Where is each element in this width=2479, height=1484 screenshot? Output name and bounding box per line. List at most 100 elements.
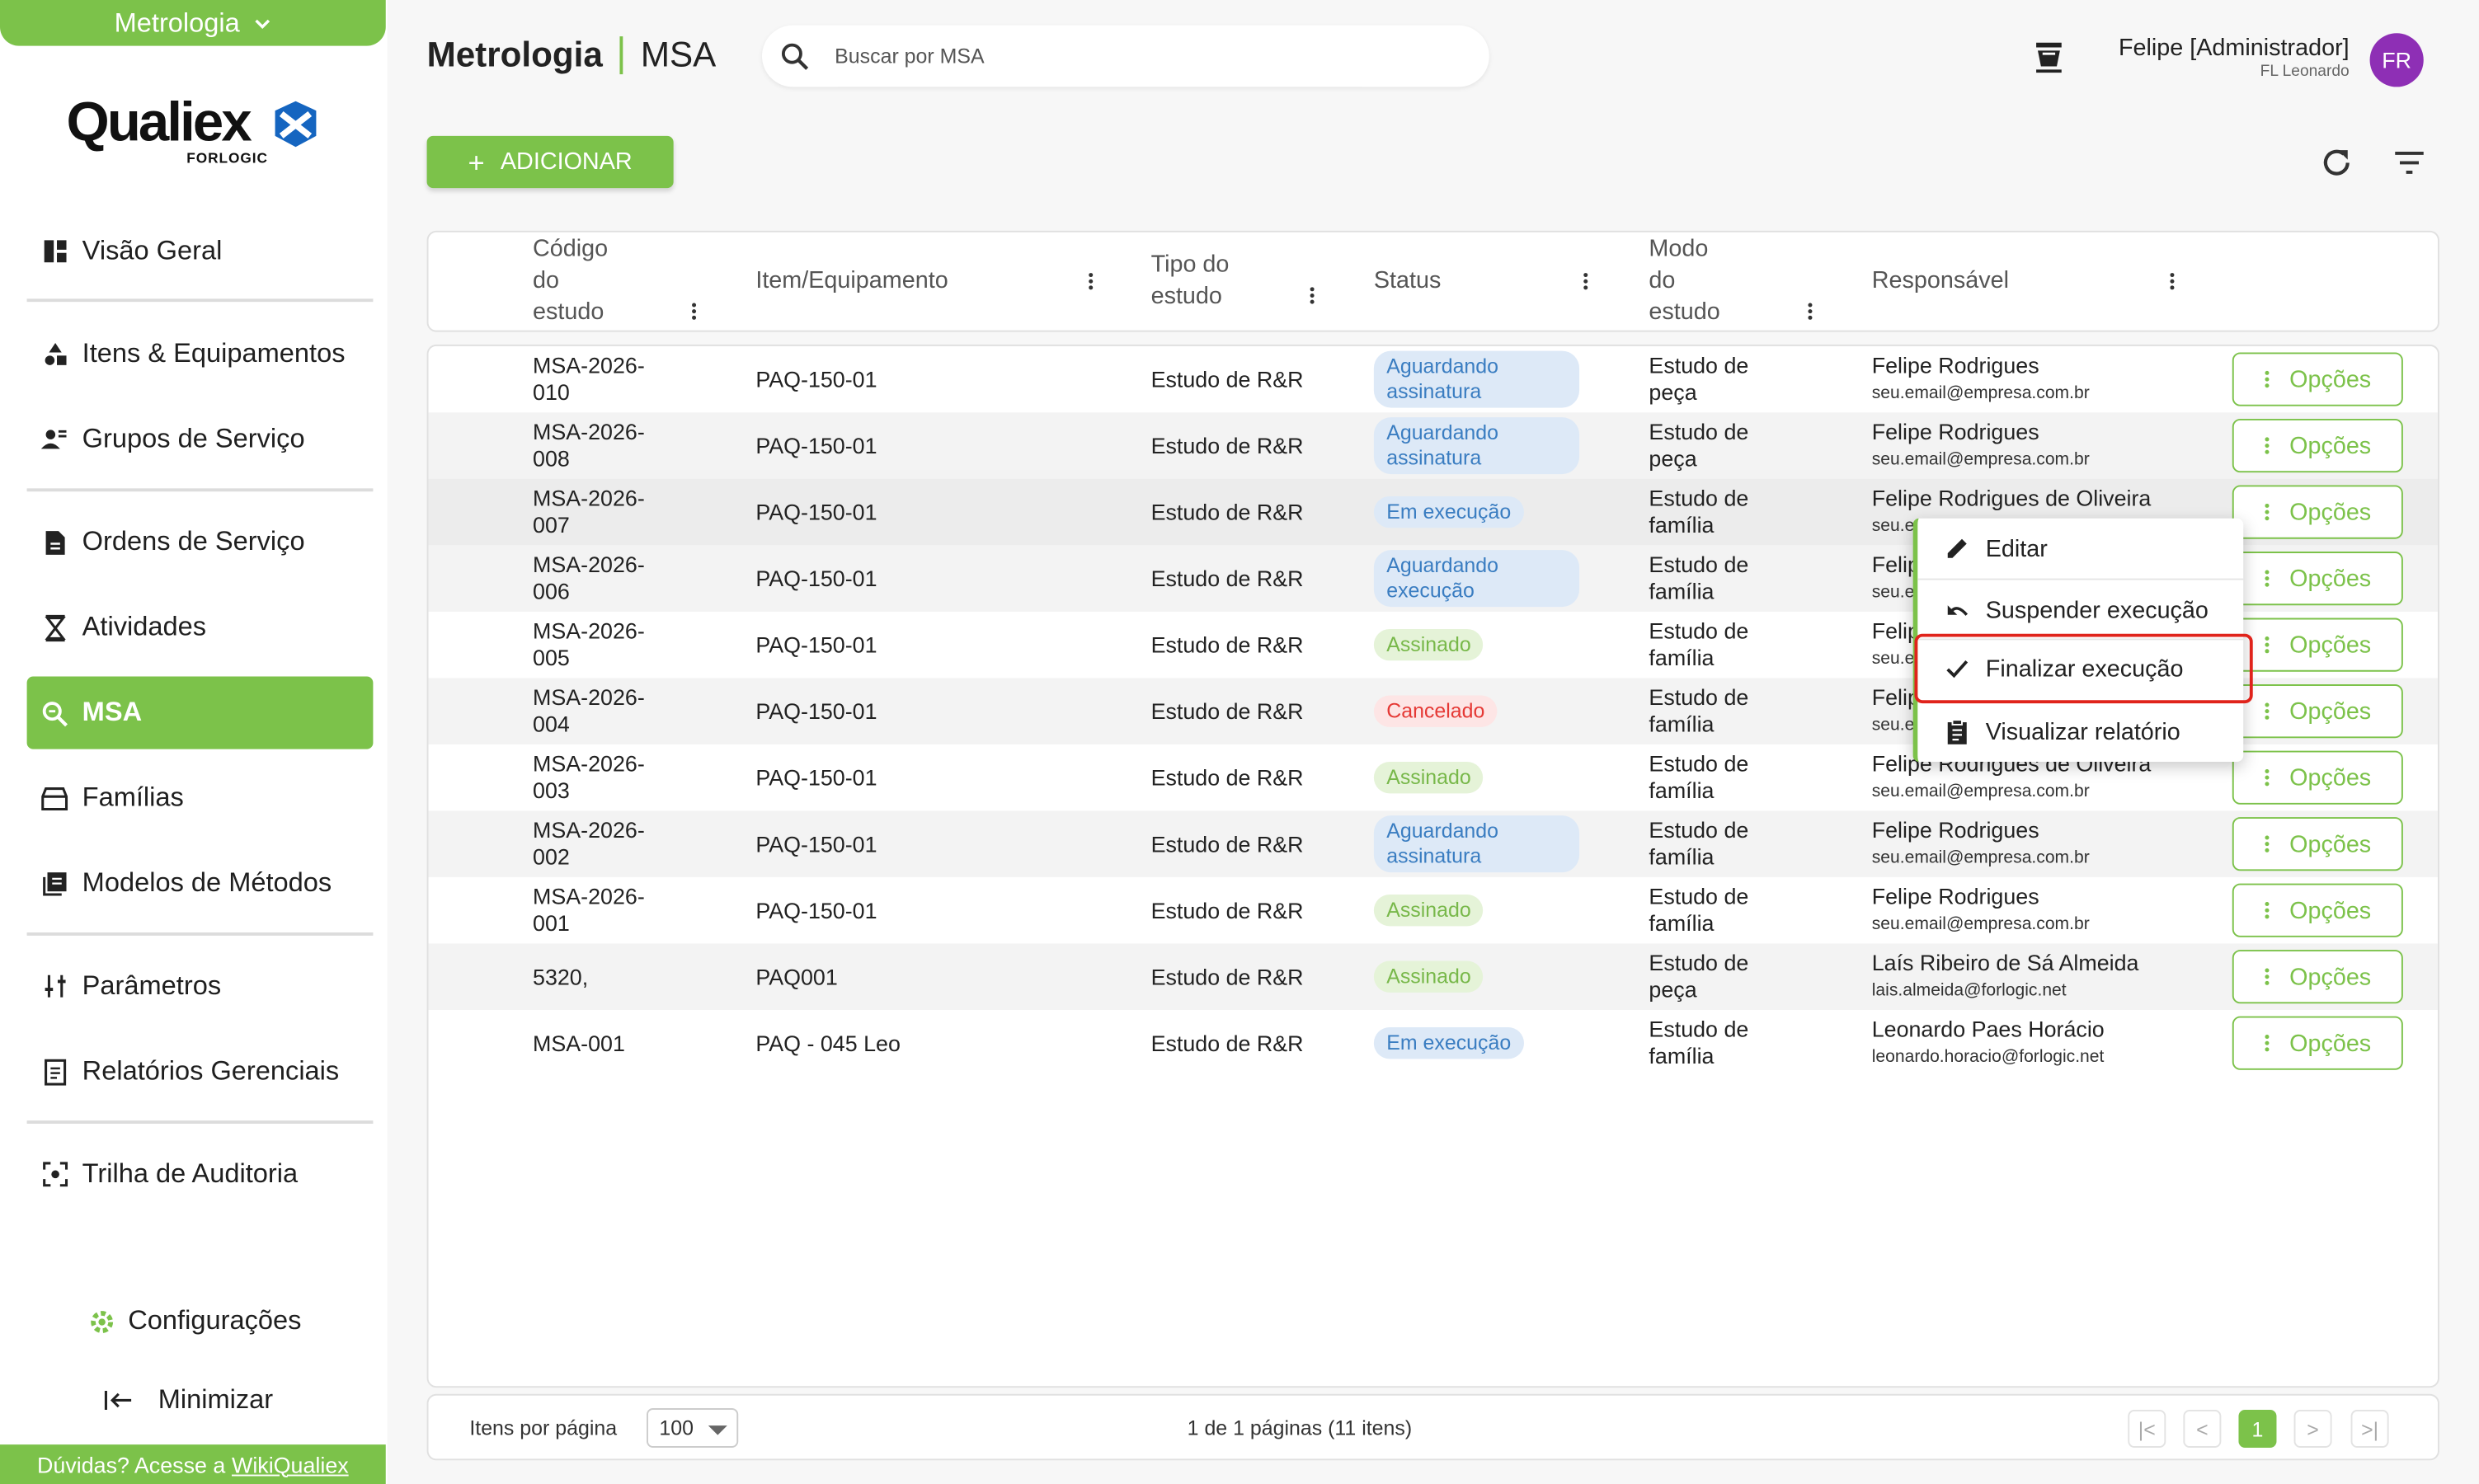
module-selector[interactable]: Metrologia bbox=[0, 0, 386, 46]
options-button[interactable]: Opções bbox=[2232, 618, 2403, 672]
table-row[interactable]: MSA-2026- 010 PAQ-150-01 Estudo de R&R Aguar… bbox=[429, 346, 2439, 413]
cell-codigo: MSA-2026- 010 bbox=[533, 346, 707, 413]
resp-name: Felipe Rodrigues bbox=[1871, 418, 2039, 444]
first-page-button[interactable]: |< bbox=[2128, 1409, 2166, 1448]
options-button[interactable]: Opções bbox=[2232, 1016, 2403, 1070]
options-button[interactable]: Opções bbox=[2232, 750, 2403, 805]
nav-label: Famílias bbox=[82, 782, 184, 813]
clipboard-icon bbox=[1947, 719, 1967, 744]
status-badge: Aguardando assinatura bbox=[1373, 815, 1580, 873]
nav-itens-equipamentos[interactable]: Itens & Equipamentos bbox=[27, 319, 374, 388]
audit-icon bbox=[40, 1159, 69, 1189]
cell-text: PAQ-150-01 bbox=[755, 565, 877, 590]
cell-text: PAQ-150-01 bbox=[755, 763, 877, 790]
add-button[interactable]: + ADICIONAR bbox=[426, 135, 674, 189]
nav-atividades[interactable]: Atividades bbox=[27, 593, 374, 662]
col-responsavel[interactable]: Responsável bbox=[1872, 232, 2188, 331]
cell-line: Aguardando bbox=[1386, 420, 1499, 444]
cell-line: família bbox=[1649, 512, 1715, 538]
nav-label: Ordens de Serviço bbox=[82, 526, 305, 556]
qualiex-mark-icon bbox=[275, 101, 317, 148]
options-button[interactable]: Opções bbox=[2232, 950, 2403, 1004]
column-menu-icon[interactable] bbox=[1583, 272, 1589, 291]
options-button[interactable]: Opções bbox=[2232, 817, 2403, 871]
resp-email: seu.email@empresa.com.br bbox=[1871, 848, 2090, 867]
menu-item-suspender[interactable]: Suspender execução bbox=[1917, 580, 2243, 641]
page-button-current[interactable]: 1 bbox=[2238, 1409, 2277, 1448]
column-menu-icon[interactable] bbox=[1807, 302, 1813, 321]
options-button[interactable]: Opções bbox=[2232, 485, 2403, 539]
search-icon bbox=[781, 42, 809, 69]
shapes-icon bbox=[40, 339, 69, 369]
table-header: Código do estudo Item/Equipamento Tipo do e… bbox=[426, 230, 2439, 332]
kebab-icon bbox=[2265, 902, 2270, 919]
table-row[interactable]: MSA-001 PAQ - 045 Leo Estudo de R&R Em exec… bbox=[429, 1010, 2439, 1077]
nav-parametros[interactable]: Parâmetros bbox=[27, 951, 374, 1021]
next-page-button[interactable]: > bbox=[2293, 1409, 2332, 1448]
nav-grupos-servico[interactable]: Grupos de Serviço bbox=[27, 405, 374, 474]
col-modo[interactable]: Modo do estudo bbox=[1649, 232, 1823, 331]
cell-tipo: Estudo de R&R bbox=[1151, 1010, 1357, 1077]
configuracoes-link[interactable]: Configurações bbox=[88, 1305, 301, 1336]
sliders-icon bbox=[40, 971, 69, 1001]
options-button[interactable]: Opções bbox=[2232, 684, 2403, 739]
config-label: Configurações bbox=[128, 1305, 302, 1336]
coffee-icon[interactable] bbox=[2030, 38, 2067, 76]
cell-responsavel: Felipe Rodrigues seu.email@empresa.com.br bbox=[1872, 346, 2227, 413]
options-label: Opções bbox=[2289, 565, 2372, 592]
cell-text: Estudo de R&R bbox=[1150, 432, 1304, 458]
col-tipo[interactable]: Tipo do estudo bbox=[1151, 232, 1325, 331]
group-icon bbox=[40, 425, 69, 454]
menu-item-editar[interactable]: Editar bbox=[1917, 519, 2243, 579]
options-button[interactable]: Opções bbox=[2232, 552, 2403, 606]
cell-tipo: Estudo de R&R bbox=[1151, 943, 1357, 1010]
nav-label: Atividades bbox=[82, 611, 207, 642]
col-codigo[interactable]: Código do estudo bbox=[533, 232, 707, 331]
col-status[interactable]: Status bbox=[1374, 232, 1603, 331]
table-row[interactable]: MSA-2026- 005 PAQ-150-01 Estudo de R&R Assin… bbox=[429, 612, 2439, 679]
nav-modelos-metodos[interactable]: Modelos de Métodos bbox=[27, 848, 374, 918]
column-menu-icon[interactable] bbox=[1309, 286, 1315, 305]
nav-ordens-servico[interactable]: Ordens de Serviço bbox=[27, 507, 374, 576]
wiki-link[interactable]: WikiQualiex bbox=[231, 1451, 349, 1477]
col-label: estudo bbox=[533, 298, 604, 326]
first-page-icon: |< bbox=[2138, 1416, 2156, 1441]
filter-icon[interactable] bbox=[2391, 143, 2429, 181]
per-page-select[interactable]: 100 bbox=[647, 1408, 739, 1448]
refresh-icon[interactable] bbox=[2317, 143, 2355, 181]
nav-familias[interactable]: Famílias bbox=[27, 763, 374, 833]
table-row[interactable]: MSA-2026- 002 PAQ-150-01 Estudo de R&R Aguar… bbox=[428, 810, 2439, 877]
col-item[interactable]: Item/Equipamento bbox=[755, 232, 1103, 331]
chevron-down-icon bbox=[254, 18, 270, 29]
table-row[interactable]: 5320, PAQ001 Estudo de R&R Assinado Estudo d… bbox=[428, 943, 2439, 1010]
avatar[interactable]: FR bbox=[2369, 33, 2424, 87]
menu-item-finalizar[interactable]: Finalizar execução bbox=[1914, 633, 2253, 704]
cell-line: Assinado bbox=[1386, 897, 1471, 922]
nav-relatorios-gerenciais[interactable]: Relatórios Gerenciais bbox=[27, 1037, 374, 1106]
cell-line: MSA-2026- bbox=[533, 618, 645, 644]
minimize-button[interactable]: Minimizar bbox=[104, 1384, 273, 1416]
options-button[interactable]: Opções bbox=[2232, 419, 2403, 473]
options-button[interactable]: Opções bbox=[2232, 352, 2403, 406]
search-input[interactable] bbox=[835, 44, 1436, 68]
table-row[interactable]: MSA-2026- 001 PAQ-150-01 Estudo de R&R Assin… bbox=[429, 877, 2439, 944]
last-page-button[interactable]: >| bbox=[2350, 1409, 2389, 1448]
column-menu-icon[interactable] bbox=[691, 302, 698, 321]
cell-line: Estudo de bbox=[1649, 883, 1749, 909]
menu-item-label: Finalizar execução bbox=[1985, 655, 2184, 683]
user-info[interactable]: Felipe [Administrador] FL Leonardo bbox=[2119, 35, 2350, 81]
column-menu-icon[interactable] bbox=[2169, 272, 2176, 291]
nav-msa[interactable]: MSA bbox=[26, 676, 374, 749]
cell-modo: Estudo de família bbox=[1649, 877, 1838, 944]
table-row[interactable]: MSA-2026- 008 PAQ-150-01 Estudo de R&R Aguar… bbox=[428, 412, 2439, 479]
status-badge: Aguardando assinatura bbox=[1373, 350, 1580, 408]
options-label: Opções bbox=[2289, 498, 2372, 526]
nav-trilha-auditoria[interactable]: Trilha de Auditoria bbox=[27, 1139, 374, 1209]
options-button[interactable]: Opções bbox=[2232, 883, 2403, 937]
cell-codigo: MSA-2026- 003 bbox=[533, 744, 707, 811]
cell-responsavel: Felip seu.e bbox=[1872, 678, 2227, 744]
column-menu-icon[interactable] bbox=[1088, 272, 1094, 291]
menu-item-visualizar[interactable]: Visualizar relatório bbox=[1917, 702, 2243, 762]
nav-visao-geral[interactable]: Visão Geral bbox=[27, 217, 374, 286]
prev-page-button[interactable]: < bbox=[2183, 1409, 2222, 1448]
